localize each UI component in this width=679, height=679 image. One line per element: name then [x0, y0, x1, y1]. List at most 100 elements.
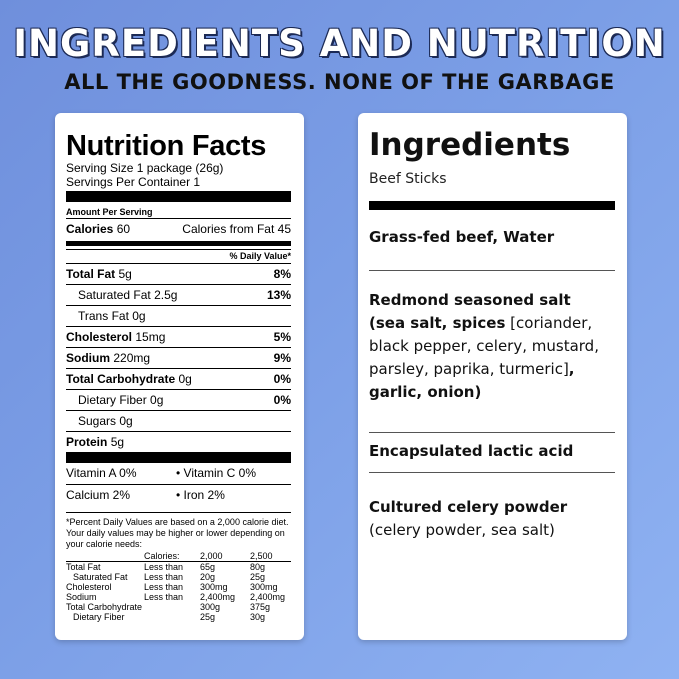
- nutrient-row-dietary-fiber: Dietary Fiber 0g 0%: [66, 389, 291, 410]
- table-cell: Sodium: [66, 592, 97, 602]
- nutrient-label: Trans Fat: [78, 309, 129, 323]
- calories-value: 60: [116, 222, 131, 236]
- headline: INGREDIENTS AND NUTRITION: [13, 22, 666, 65]
- daily-value-table: Calories: 2,000 2,500 Total Fat Less tha…: [66, 551, 291, 622]
- nutrient-amount: 220mg: [113, 351, 151, 365]
- divider-medium: [66, 241, 291, 246]
- table-cell: [144, 602, 200, 612]
- nutrient-amount: 15mg: [135, 330, 166, 344]
- calories-label: Calories: [66, 222, 114, 236]
- vitamin-c: • Vitamin C 0%: [176, 466, 257, 480]
- ingredients-subtitle: Beef Sticks: [369, 171, 447, 187]
- table-cell: 20g: [200, 572, 216, 582]
- table-row: Total Fat Less than 65g 80g: [66, 562, 291, 573]
- ingredient-salt-end: , garlic, onion): [369, 360, 575, 401]
- nutrition-facts-card: Nutrition Facts Serving Size 1 package (…: [55, 113, 304, 640]
- calories-from-fat: Calories from Fat 45: [182, 222, 291, 236]
- nutrient-label: Sugars: [78, 414, 117, 428]
- daily-value-footnote: *Percent Daily Values are based on a 2,0…: [66, 512, 291, 550]
- nutrition-facts-panel: Nutrition Facts Serving Size 1 package (…: [66, 131, 291, 622]
- ingredient-spices: [coriander, black pepper, celery, mustar…: [369, 314, 599, 378]
- subheadline: ALL THE GOODNESS. NONE OF THE GARBAGE: [64, 70, 615, 94]
- table-cell: Less than: [144, 572, 184, 582]
- nutrient-amount: 2.5g: [154, 288, 178, 302]
- nutrient-amount: 5g: [110, 435, 125, 449]
- vitamin-row: Vitamin A 0% • Vitamin C 0%: [66, 463, 291, 484]
- table-header-cell: 2,000: [200, 551, 250, 562]
- table-cell: 80g: [250, 562, 266, 572]
- nutrient-row-sugars: Sugars 0g: [66, 410, 291, 431]
- nutrient-row-cholesterol: Cholesterol 15mg 5%: [66, 326, 291, 347]
- table-row: Cholesterol Less than 300mg 300mg: [66, 582, 291, 592]
- calcium: Calcium 2%: [66, 488, 131, 502]
- ingredient-section-celery: Cultured celery powder (celery powder, s…: [369, 496, 615, 542]
- table-cell: 2,400mg: [200, 592, 236, 602]
- table-cell: [144, 612, 200, 622]
- table-cell: Less than: [144, 562, 184, 572]
- daily-value-header: % Daily Value*: [66, 249, 291, 263]
- nutrient-row-total-fat: Total Fat 5g 8%: [66, 263, 291, 284]
- calories-row: Calories 60 Calories from Fat 45: [66, 218, 291, 239]
- nutrient-label: Saturated Fat: [78, 288, 151, 302]
- table-cell: 25g: [250, 572, 266, 582]
- table-header-row: Calories: 2,000 2,500: [66, 551, 291, 562]
- nutrient-amount: 5g: [118, 267, 132, 281]
- mineral-row: Calcium 2% • Iron 2%: [66, 484, 291, 506]
- ingredient-section-acid: Encapsulated lactic acid: [369, 440, 615, 463]
- ingredient-base: Grass-fed beef, Water: [369, 228, 555, 246]
- nutrient-dv: 0%: [273, 393, 291, 407]
- nutrient-dv: 5%: [273, 330, 291, 344]
- table-header-cell: 2,500: [250, 551, 291, 562]
- table-cell: 300mg: [250, 582, 278, 592]
- servings-per-container: Servings Per Container 1: [66, 175, 201, 189]
- vitamin-a: Vitamin A 0%: [66, 466, 137, 480]
- ingredient-section-salt: Redmond seasoned salt (sea salt, spices …: [369, 289, 615, 404]
- nutrient-label: Dietary Fiber: [78, 393, 147, 407]
- iron: • Iron 2%: [176, 488, 225, 502]
- divider-thick: [66, 191, 291, 202]
- serving-size: Serving Size 1 package (26g): [66, 161, 224, 175]
- table-cell: Total Fat: [66, 562, 101, 572]
- nutrient-label: Cholesterol: [66, 330, 133, 344]
- table-row: Saturated Fat Less than 20g 25g: [66, 572, 291, 582]
- table-row: Total Carbohydrate 300g 375g: [66, 602, 291, 612]
- table-cell: Less than: [144, 582, 184, 592]
- nutrient-row-protein: Protein 5g: [66, 431, 291, 452]
- nutrient-label: Total Carbohydrate: [66, 372, 176, 386]
- nutrient-row-trans-fat: Trans Fat 0g: [66, 305, 291, 326]
- table-header-cell: Calories:: [144, 551, 200, 562]
- table-row: Dietary Fiber 25g 30g: [66, 612, 291, 622]
- table-header-cell: [66, 551, 144, 562]
- divider: [369, 432, 615, 433]
- table-cell: 30g: [250, 612, 266, 622]
- nutrient-dv: 13%: [266, 288, 291, 302]
- nutrient-amount: 0g: [150, 393, 164, 407]
- divider-thick: [369, 201, 615, 210]
- nutrient-dv: 8%: [273, 267, 291, 281]
- ingredient-celery: Cultured celery powder: [369, 498, 568, 516]
- ingredient-celery-detail: (celery powder, sea salt): [369, 521, 555, 539]
- nutrient-amount: 0g: [178, 372, 192, 386]
- ingredients-title: Ingredients: [369, 127, 571, 163]
- table-row: Sodium Less than 2,400mg 2,400mg: [66, 592, 291, 602]
- ingredient-salt: Redmond seasoned salt: [369, 291, 571, 309]
- table-cell: Less than: [144, 592, 184, 602]
- nutrition-facts-title: Nutrition Facts: [66, 130, 267, 162]
- table-cell: 300g: [200, 602, 221, 612]
- divider-thick: [66, 452, 291, 463]
- table-cell: 25g: [200, 612, 216, 622]
- nutrient-label: Sodium: [66, 351, 110, 365]
- table-cell: Cholesterol: [66, 582, 112, 592]
- table-cell: 300mg: [200, 582, 228, 592]
- nutrient-row-sodium: Sodium 220mg 9%: [66, 347, 291, 368]
- divider: [369, 270, 615, 271]
- ingredients-card: Ingredients Beef Sticks Grass-fed beef, …: [358, 113, 627, 640]
- nutrient-row-total-carbohydrate: Total Carbohydrate 0g 0%: [66, 368, 291, 389]
- table-cell: 2,400mg: [250, 592, 286, 602]
- ingredient-salt-detail: (sea salt, spices: [369, 314, 506, 332]
- nutrient-label: Protein: [66, 435, 108, 449]
- table-cell: 65g: [200, 562, 216, 572]
- nutrient-dv: 9%: [273, 351, 291, 365]
- nutrient-amount: 0g: [119, 414, 133, 428]
- ingredient-acid: Encapsulated lactic acid: [369, 442, 574, 460]
